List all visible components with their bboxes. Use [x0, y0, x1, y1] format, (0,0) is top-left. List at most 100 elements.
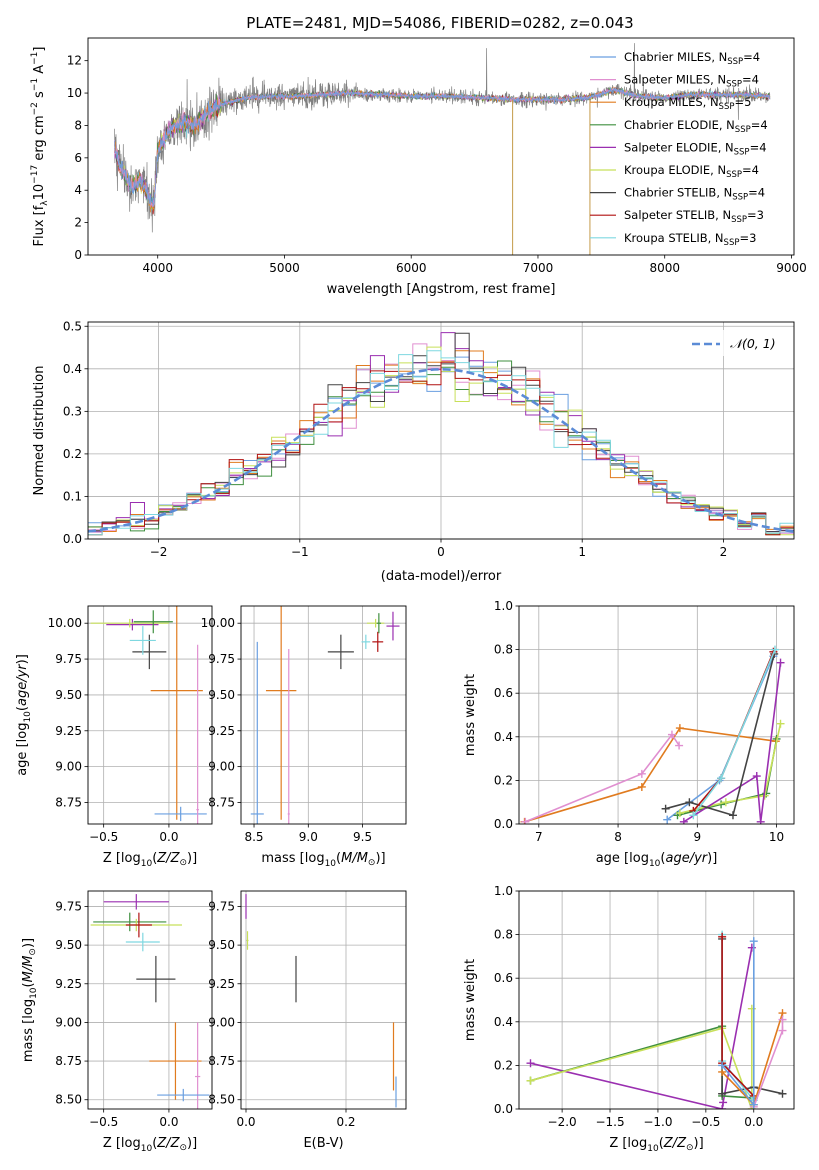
y-axis-label-part: s — [32, 91, 47, 102]
axes-frame — [87, 321, 795, 540]
x-tick-label: 0.0 — [159, 830, 178, 844]
age-vs-mass-panel: 8.5 9.0 9.5 8.75 9.00 9.25 9.50 9.75 10.00 mass [… — [201, 605, 407, 869]
y-axis-label: Flux [fλ10−17 erg cm−2 s−1 A−1] — [30, 47, 50, 247]
x-axis-label: E(B-V) — [303, 1136, 343, 1151]
legend-label-tail: =4 — [742, 163, 759, 177]
legend-label-sub: SSP — [732, 193, 748, 203]
x-axis-label-part: )] — [187, 1136, 197, 1151]
y-tick-label: 0.0 — [494, 1102, 513, 1116]
x-tick-label: 5000 — [269, 261, 300, 275]
x-tick-label: 10 — [769, 830, 784, 844]
x-axis-label: Z [log10(Z/Z⊙)] — [609, 1136, 703, 1154]
legend-label-main: Kroupa ELODIE, N — [624, 163, 726, 177]
legend-label-main: Salpeter STELIB, N — [624, 208, 731, 222]
y-axis-label-part: age/yr — [15, 663, 30, 706]
y-tick-label: 1.0 — [494, 884, 513, 898]
x-tick-label: 7000 — [523, 261, 554, 275]
y-tick-label: 0.2 — [494, 773, 513, 787]
y-tick-label: 9.25 — [208, 724, 235, 738]
y-axis-label-part: λ — [40, 200, 50, 206]
y-axis-label-part: ( — [15, 706, 30, 711]
axes-frame — [240, 605, 407, 825]
x-axis-label-part: Z/Z — [156, 1136, 180, 1151]
plot-area — [245, 894, 397, 1108]
legend-background — [683, 330, 787, 356]
legend-label-sub: SSP — [719, 102, 735, 112]
y-axis-label-part: −2 — [30, 102, 40, 115]
axes-frame — [87, 605, 213, 825]
x-axis-label-part: 10 — [325, 859, 337, 869]
y-tick-label: 0.4 — [494, 1015, 513, 1029]
x-axis-label: Z [log10(Z/Z⊙)] — [103, 851, 197, 869]
x-tick-label: 7 — [535, 830, 543, 844]
legend-label-main: Kroupa STELIB, N — [624, 231, 724, 245]
x-axis-label-part: ( — [152, 851, 157, 866]
y-tick-label: 0.0 — [63, 532, 82, 546]
x-axis-label-part: 10 — [141, 1144, 153, 1154]
y-tick-label: 8.75 — [208, 795, 235, 809]
mass-weight-marker — [637, 782, 646, 791]
x-tick-label: 1 — [578, 545, 586, 559]
legend-label-main: Kroupa MILES, N — [624, 95, 719, 109]
legend-label: Salpeter MILES, NSSP=4 — [624, 73, 759, 90]
mass-weight-marker — [718, 1089, 727, 1098]
legend-label-tail: =4 — [743, 50, 760, 64]
x-axis-label-part: )] — [187, 851, 197, 866]
y-tick-label: 6 — [74, 151, 82, 165]
mass-weight-marker — [752, 772, 761, 781]
mass-weight-line — [530, 1025, 754, 1099]
y-axis-label-part: Flux [f — [32, 205, 47, 246]
legend-label: Kroupa MILES, NSSP=5 — [624, 95, 751, 112]
y-tick-label: 0.3 — [63, 404, 82, 418]
x-axis-label: wavelength [Angstrom, rest frame] — [327, 282, 556, 297]
mass-weight-marker — [667, 730, 676, 739]
legend-label: Chabrier ELODIE, NSSP=4 — [624, 118, 768, 135]
legend-label-tail: =4 — [748, 186, 765, 200]
y-tick-label: 0.1 — [63, 489, 82, 503]
y-tick-label: 9.75 — [208, 652, 235, 666]
x-tick-label: 2 — [720, 545, 728, 559]
y-axis-label-part: 10 — [23, 711, 33, 723]
x-axis-label: Z [log10(Z/Z⊙)] — [103, 1136, 197, 1154]
x-tick-label: 0.0 — [159, 1115, 178, 1129]
x-tick-label: 4000 — [142, 261, 173, 275]
y-axis-label-part: 10 — [32, 184, 47, 201]
y-tick-label: 9.75 — [55, 899, 82, 913]
mass-weight-marker — [749, 1100, 758, 1109]
x-axis-label-part: mass [log — [261, 851, 324, 866]
y-tick-label: 9.00 — [208, 1015, 235, 1029]
x-tick-label: −0.5 — [691, 1115, 720, 1129]
y-tick-label: 2 — [74, 216, 82, 230]
mass-weight-marker — [749, 937, 758, 946]
y-tick-label: 12 — [67, 54, 82, 68]
mass-weight-marker — [776, 658, 785, 667]
y-axis-label-part: erg cm — [32, 115, 47, 164]
y-axis-label-part: M/M — [21, 956, 36, 983]
y-tick-label: 0.2 — [494, 1058, 513, 1072]
x-tick-label: 9000 — [776, 261, 807, 275]
legend-label-sub: SSP — [735, 125, 751, 135]
y-axis-label-part: ⊙ — [28, 948, 38, 956]
y-tick-label: 0.6 — [494, 971, 513, 985]
mass-weight-line — [530, 1008, 753, 1109]
y-axis-label-part: mass [log — [21, 999, 36, 1062]
x-tick-label: 9.5 — [353, 830, 372, 844]
y-tick-label: 0.4 — [494, 730, 513, 744]
y-axis-label-part: ] — [32, 47, 47, 52]
y-tick-label: 9.00 — [208, 760, 235, 774]
x-axis-label-part: )] — [694, 1136, 704, 1151]
y-tick-label: 8.75 — [208, 1054, 235, 1068]
x-axis-label-part: Z [log — [103, 1136, 141, 1151]
x-axis-label-part: Z/Z — [156, 851, 180, 866]
legend-label-sub: SSP — [734, 147, 750, 157]
x-axis-label-part: Z [log — [609, 1136, 647, 1151]
y-tick-label: 9.75 — [55, 652, 82, 666]
legend-label-tail: =3 — [747, 208, 764, 222]
mass-weight-marker — [637, 769, 646, 778]
y-tick-label: 9.25 — [55, 724, 82, 738]
data-spectrum-line — [114, 43, 771, 233]
x-tick-label: 8 — [614, 830, 622, 844]
plot-area — [520, 645, 785, 824]
x-axis-label-part: ⊙ — [179, 858, 187, 868]
y-tick-label: 0 — [74, 248, 82, 262]
